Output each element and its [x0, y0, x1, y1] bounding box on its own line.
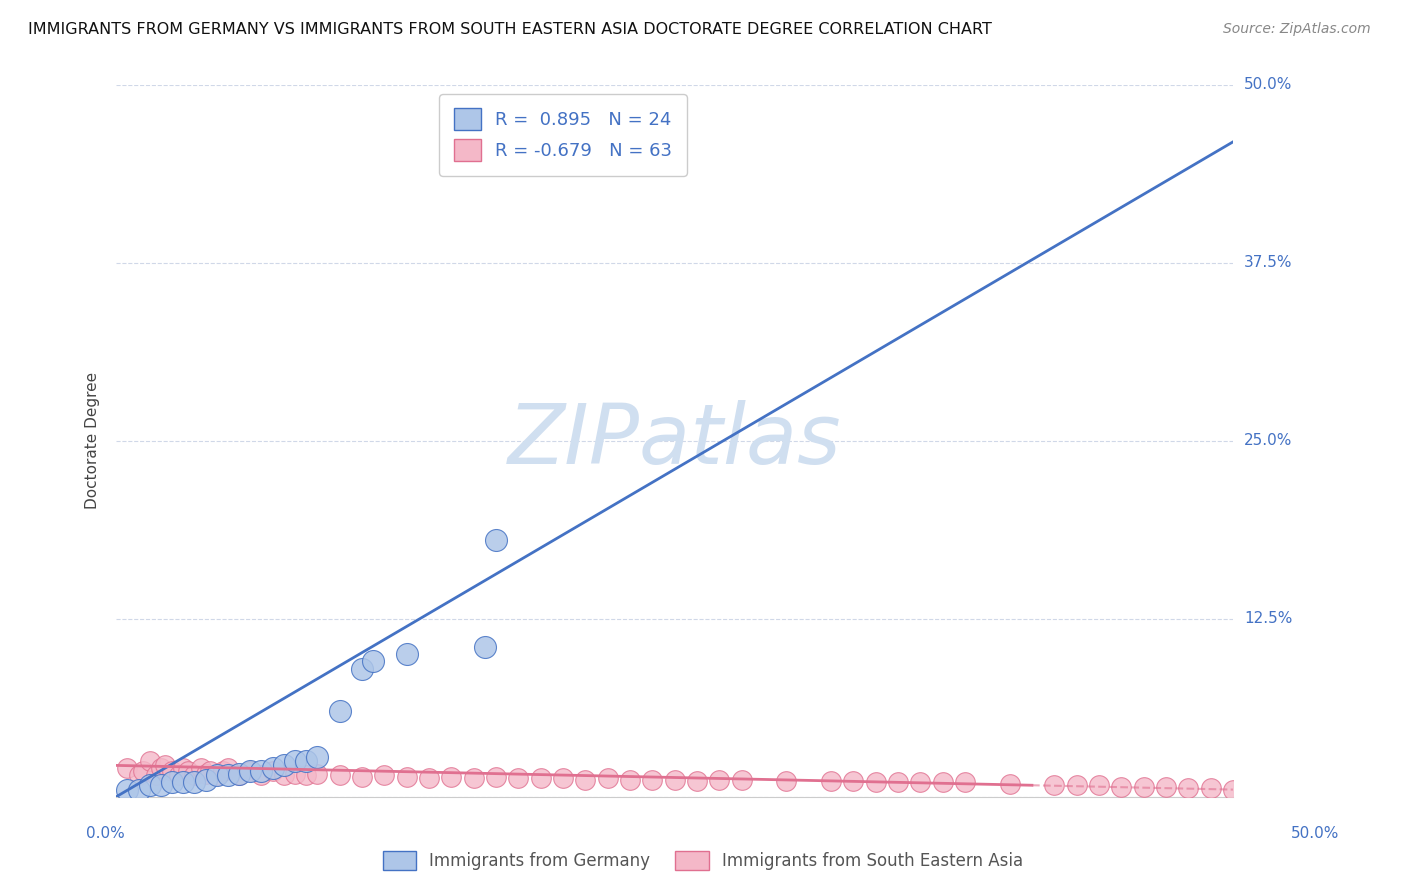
- Point: [361, 655, 384, 669]
- Point: [820, 774, 842, 789]
- Point: [295, 754, 318, 768]
- Point: [463, 771, 485, 785]
- Point: [350, 770, 373, 784]
- Point: [117, 782, 139, 797]
- Point: [190, 761, 212, 775]
- Point: [329, 768, 352, 782]
- Point: [139, 778, 162, 792]
- Point: [284, 767, 307, 781]
- Point: [149, 778, 172, 792]
- Point: [167, 768, 190, 782]
- Point: [686, 774, 709, 789]
- Text: 50.0%: 50.0%: [1244, 78, 1292, 93]
- Point: [132, 764, 155, 778]
- Point: [194, 772, 217, 787]
- Point: [217, 761, 239, 775]
- Point: [155, 758, 177, 772]
- Point: [551, 771, 574, 785]
- Point: [596, 771, 619, 785]
- Point: [139, 754, 162, 768]
- Point: [128, 782, 150, 797]
- Point: [730, 772, 752, 787]
- Point: [117, 761, 139, 775]
- Point: [953, 775, 976, 789]
- Point: [1043, 778, 1066, 792]
- Text: ZIPatlas: ZIPatlas: [508, 401, 841, 482]
- Point: [350, 662, 373, 676]
- Point: [641, 772, 664, 787]
- Point: [295, 768, 318, 782]
- Point: [910, 775, 932, 789]
- Point: [1154, 780, 1177, 794]
- Point: [485, 533, 508, 548]
- Point: [1222, 782, 1244, 797]
- Point: [887, 775, 910, 789]
- Point: [172, 761, 194, 775]
- Y-axis label: Doctorate Degree: Doctorate Degree: [86, 372, 100, 509]
- Text: 37.5%: 37.5%: [1244, 255, 1292, 270]
- Point: [485, 770, 508, 784]
- Point: [128, 768, 150, 782]
- Point: [1066, 778, 1088, 792]
- Point: [418, 771, 440, 785]
- Point: [1111, 780, 1133, 794]
- Point: [228, 767, 250, 781]
- Point: [160, 775, 183, 789]
- Point: [194, 767, 217, 781]
- Point: [395, 770, 418, 784]
- Point: [865, 775, 887, 789]
- Point: [395, 648, 418, 662]
- Point: [145, 768, 167, 782]
- Point: [205, 768, 228, 782]
- Legend: Immigrants from Germany, Immigrants from South Eastern Asia: Immigrants from Germany, Immigrants from…: [375, 844, 1031, 877]
- Point: [1132, 780, 1154, 794]
- Point: [329, 704, 352, 718]
- Point: [262, 761, 284, 775]
- Point: [998, 777, 1021, 791]
- Point: [250, 764, 273, 778]
- Point: [183, 775, 205, 789]
- Text: Source: ZipAtlas.com: Source: ZipAtlas.com: [1223, 22, 1371, 37]
- Text: 25.0%: 25.0%: [1244, 434, 1292, 449]
- Point: [160, 764, 183, 778]
- Point: [177, 764, 200, 778]
- Point: [212, 764, 235, 778]
- Point: [273, 758, 295, 772]
- Point: [775, 774, 797, 789]
- Point: [262, 764, 284, 778]
- Point: [709, 772, 731, 787]
- Text: 50.0%: 50.0%: [1291, 827, 1339, 841]
- Text: IMMIGRANTS FROM GERMANY VS IMMIGRANTS FROM SOUTH EASTERN ASIA DOCTORATE DEGREE C: IMMIGRANTS FROM GERMANY VS IMMIGRANTS FR…: [28, 22, 993, 37]
- Point: [474, 640, 496, 655]
- Point: [149, 761, 172, 775]
- Point: [307, 749, 329, 764]
- Legend: R =  0.895   N = 24, R = -0.679   N = 63: R = 0.895 N = 24, R = -0.679 N = 63: [439, 94, 686, 176]
- Point: [239, 764, 262, 778]
- Point: [205, 768, 228, 782]
- Point: [842, 774, 865, 789]
- Point: [250, 768, 273, 782]
- Text: 12.5%: 12.5%: [1244, 611, 1292, 626]
- Point: [239, 764, 262, 778]
- Point: [530, 771, 553, 785]
- Point: [273, 768, 295, 782]
- Point: [1177, 781, 1199, 796]
- Point: [508, 771, 530, 785]
- Point: [217, 768, 239, 782]
- Point: [664, 772, 686, 787]
- Point: [1199, 781, 1222, 796]
- Point: [198, 764, 221, 778]
- Point: [931, 775, 953, 789]
- Point: [172, 775, 194, 789]
- Point: [373, 768, 395, 782]
- Point: [1088, 778, 1111, 792]
- Point: [574, 772, 596, 787]
- Point: [440, 770, 463, 784]
- Point: [307, 767, 329, 781]
- Text: 0.0%: 0.0%: [86, 827, 125, 841]
- Point: [619, 772, 641, 787]
- Point: [228, 768, 250, 782]
- Point: [284, 754, 307, 768]
- Point: [183, 768, 205, 782]
